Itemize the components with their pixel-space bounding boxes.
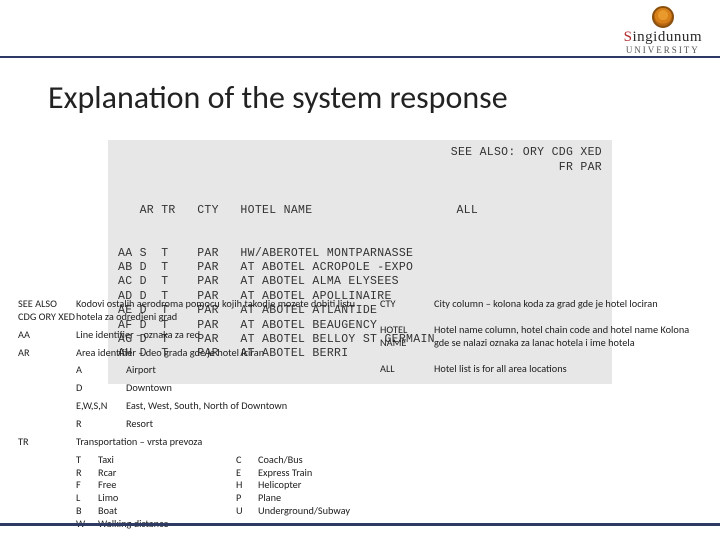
legend-subrow: E,W,S,NEast, West, South, North of Downt… <box>18 400 368 413</box>
legend-value: City column – kolona koda za grad gde je… <box>434 298 702 311</box>
legend-row: ARArea identifier – deo grada gde je hot… <box>18 347 368 360</box>
country-code: FR PAR <box>559 161 602 175</box>
footer-rule <box>0 523 720 526</box>
legend-subrow: DDowntown <box>18 382 368 395</box>
legend-key: AA <box>18 329 76 342</box>
legend-subval: Airport <box>126 364 368 377</box>
legend-subkey: D <box>76 382 126 395</box>
page-title: Explanation of the system response <box>48 78 508 117</box>
legend-value: Transportation – vrsta prevoza <box>76 436 368 449</box>
terminal-header-row: AR TR CTY HOTEL NAME ALL <box>118 204 602 218</box>
legend-value: Hotel name column, hotel chain code and … <box>434 324 702 350</box>
legend-subkey: E,W,S,N <box>76 400 126 413</box>
legend-row: CTYCity column – kolona koda za grad gde… <box>380 298 702 311</box>
legend-key: TR <box>18 436 76 449</box>
legend-row: SEE ALSO CDG ORY XEDKodovi ostalih aerod… <box>18 298 368 324</box>
legend-subval: East, West, South, North of Downtown <box>126 400 368 413</box>
header-rule <box>0 56 720 58</box>
legend-subval: Resort <box>126 418 368 431</box>
university-logo: Singidunum University <box>624 6 702 55</box>
legend-value: Kodovi ostalih aerodroma pomocu kojih ta… <box>76 298 368 324</box>
legend-row: HOTEL NAMEHotel name column, hotel chain… <box>380 324 702 350</box>
logo-subtitle: University <box>624 45 702 55</box>
legend-key: CTY <box>380 298 434 311</box>
legend-key: HOTEL NAME <box>380 324 434 350</box>
legend-key: SEE ALSO CDG ORY XED <box>18 298 76 324</box>
legend-right-column: CTYCity column – kolona koda za grad gde… <box>380 298 702 536</box>
legend-transport-block: TTaxiRRcarFFreeLLimoBBoatWWalking distan… <box>18 454 368 531</box>
logo-crest-icon <box>652 6 674 28</box>
terminal-row: AC D T PAR AT ABOTEL ALMA ELYSEES <box>118 275 602 289</box>
logo-rest: ingidunum <box>632 29 702 45</box>
legend-value: Line identifier – oznaka za red <box>76 329 368 342</box>
legend-row: TRTransportation – vrsta prevoza <box>18 436 368 449</box>
legend-subrow: RResort <box>18 418 368 431</box>
logo-wordmark: Singidunum <box>624 30 702 45</box>
legend-subkey: R <box>76 418 126 431</box>
legend-left-column: SEE ALSO CDG ORY XEDKodovi ostalih aerod… <box>18 298 368 536</box>
legend-subval: Downtown <box>126 382 368 395</box>
legend-subkey: A <box>76 364 126 377</box>
terminal-row: AB D T PAR AT ABOTEL ACROPOLE -EXPO <box>118 261 602 275</box>
legend-row: AALine identifier – oznaka za red <box>18 329 368 342</box>
see-also-line: SEE ALSO: ORY CDG XED <box>451 146 602 160</box>
legend-subrow: AAirport <box>18 364 368 377</box>
legend-row: ALLHotel list is for all area locations <box>380 363 702 376</box>
legend-value: Area identifier – deo grada gde je hotel… <box>76 347 368 360</box>
legend-value: Hotel list is for all area locations <box>434 363 702 376</box>
legend-key: ALL <box>380 363 434 376</box>
legend-key: AR <box>18 347 76 360</box>
legend-table: SEE ALSO CDG ORY XEDKodovi ostalih aerod… <box>18 298 702 536</box>
terminal-row: AA S T PAR HW/ABEROTEL MONTPARNASSE <box>118 247 602 261</box>
transport-code: TTaxi <box>76 454 236 467</box>
